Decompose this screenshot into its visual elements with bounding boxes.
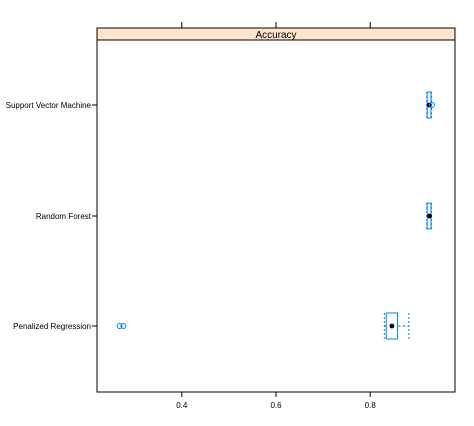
y-category-label: Random Forest (36, 212, 92, 221)
panel-title: Accuracy (255, 30, 296, 41)
y-category-label: Penalized Regression (13, 322, 91, 331)
outlier-point (120, 323, 127, 329)
y-axis: Support Vector Machine Random Forest Penal… (6, 101, 97, 331)
top-axis-ticks (181, 22, 371, 28)
x-tick-label: 0.6 (270, 401, 282, 410)
box-iqr (385, 312, 399, 340)
outlier-point (116, 323, 123, 329)
box-series (116, 91, 435, 340)
outlier-point (428, 102, 435, 108)
median-dot (427, 213, 432, 219)
box-group (116, 312, 410, 340)
box-group (426, 91, 435, 119)
plot-frame (96, 39, 456, 393)
y-category-label: Support Vector Machine (6, 101, 92, 110)
x-tick-label: 0.8 (365, 401, 377, 410)
x-axis: 0.4 0.6 0.8 (176, 392, 376, 410)
box-group (426, 202, 432, 230)
median-dot (389, 323, 395, 329)
x-tick-label: 0.4 (176, 401, 188, 410)
